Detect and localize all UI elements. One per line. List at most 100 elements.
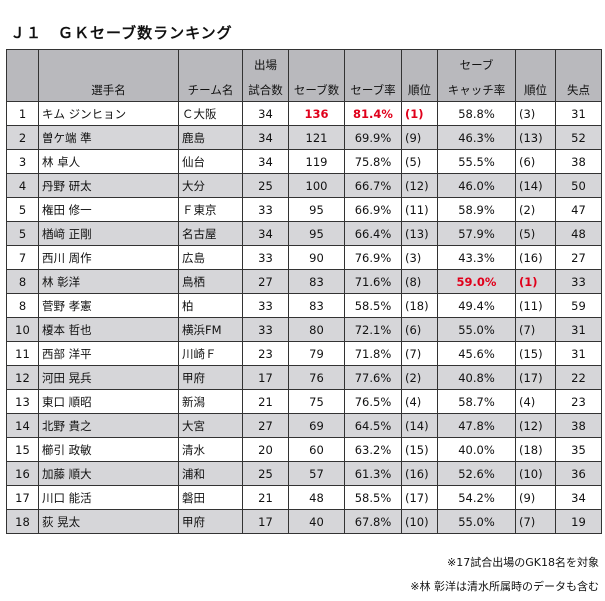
save-rate-cell: 58.5%	[344, 485, 402, 510]
rank-no-cell: 5	[6, 197, 39, 222]
header-goals: 失点	[555, 49, 602, 102]
player-name-cell: 川口 能活	[38, 485, 179, 510]
rank-no-cell: 1	[6, 101, 39, 126]
save-rate-cell: 61.3%	[344, 461, 402, 486]
team-name-cell: Ｃ大阪	[178, 101, 243, 126]
goals-cell: 35	[555, 437, 602, 462]
goals-cell: 31	[555, 317, 602, 342]
team-name-cell: 鳥栖	[178, 269, 243, 294]
table-row: 4 丹野 研太 大分 25 100 66.7% (12) 46.0% (14) 50	[6, 173, 602, 198]
catch-rate-cell: 55.5%	[437, 149, 516, 174]
player-name-cell: 林 彰洋	[38, 269, 179, 294]
save-rank-cell: (9)	[401, 125, 438, 150]
save-rank-cell: (15)	[401, 437, 438, 462]
catch-rate-cell: 46.0%	[437, 173, 516, 198]
saves-cell: 95	[288, 221, 345, 246]
table-row: 7 西川 周作 広島 33 90 76.9% (3) 43.3% (16) 27	[6, 245, 602, 270]
saves-cell: 48	[288, 485, 345, 510]
rank-no-cell: 11	[6, 341, 39, 366]
catch-rate-cell: 40.8%	[437, 365, 516, 390]
saves-cell: 60	[288, 437, 345, 462]
catch-rank-cell: (5)	[515, 221, 556, 246]
goals-cell: 31	[555, 101, 602, 126]
catch-rank-cell: (4)	[515, 389, 556, 414]
header-catch-top: セーブ	[437, 49, 516, 76]
save-rank-cell: (17)	[401, 485, 438, 510]
team-name-cell: Ｆ東京	[178, 197, 243, 222]
rank-no-cell: 3	[6, 149, 39, 174]
save-rate-cell: 58.5%	[344, 293, 402, 318]
player-name-cell: 曽ケ端 準	[38, 125, 179, 150]
catch-rank-cell: (1)	[515, 269, 556, 294]
player-name-cell: 加藤 順大	[38, 461, 179, 486]
matches-cell: 25	[242, 461, 289, 486]
matches-cell: 23	[242, 341, 289, 366]
matches-cell: 34	[242, 125, 289, 150]
saves-cell: 57	[288, 461, 345, 486]
table-row: 5 楢﨑 正剛 名古屋 34 95 66.4% (13) 57.9% (5) 48	[6, 221, 602, 246]
rank-no-cell: 14	[6, 413, 39, 438]
catch-rate-cell: 58.9%	[437, 197, 516, 222]
catch-rate-cell: 46.3%	[437, 125, 516, 150]
ranking-table: 選手名 チーム名 出場 セーブ数 セーブ率 順位 セーブ 順位 失点 試合数 キ…	[6, 49, 602, 534]
matches-cell: 33	[242, 197, 289, 222]
save-rank-cell: (12)	[401, 173, 438, 198]
save-rate-cell: 76.5%	[344, 389, 402, 414]
rank-no-cell: 2	[6, 125, 39, 150]
save-rate-cell: 71.8%	[344, 341, 402, 366]
rank-no-cell: 7	[6, 245, 39, 270]
header-rank1: 順位	[401, 49, 438, 102]
player-name-cell: 北野 貴之	[38, 413, 179, 438]
team-name-cell: 大宮	[178, 413, 243, 438]
saves-cell: 83	[288, 269, 345, 294]
catch-rate-cell: 55.0%	[437, 317, 516, 342]
catch-rate-cell: 57.9%	[437, 221, 516, 246]
table-row: 2 曽ケ端 準鹿島 34 121 69.9% (9) 46.3% (13) 52	[6, 125, 602, 150]
matches-cell: 34	[242, 221, 289, 246]
matches-cell: 17	[242, 509, 289, 534]
header-matches-top: 出場	[242, 49, 289, 76]
catch-rank-cell: (18)	[515, 437, 556, 462]
goals-cell: 38	[555, 413, 602, 438]
catch-rank-cell: (3)	[515, 101, 556, 126]
save-rate-cell: 64.5%	[344, 413, 402, 438]
player-name-cell: 楢﨑 正剛	[38, 221, 179, 246]
matches-cell: 33	[242, 293, 289, 318]
saves-cell: 83	[288, 293, 345, 318]
player-name-cell: 林 卓人	[38, 149, 179, 174]
goals-cell: 47	[555, 197, 602, 222]
catch-rate-cell: 47.8%	[437, 413, 516, 438]
rank-no-cell: 16	[6, 461, 39, 486]
saves-cell: 69	[288, 413, 345, 438]
team-name-cell: 磐田	[178, 485, 243, 510]
goals-cell: 48	[555, 221, 602, 246]
team-name-cell: 川崎Ｆ	[178, 341, 243, 366]
catch-rate-cell: 52.6%	[437, 461, 516, 486]
player-name-cell: 櫛引 政敏	[38, 437, 179, 462]
catch-rate-cell: 54.2%	[437, 485, 516, 510]
header-team: チーム名	[178, 49, 243, 102]
save-rank-cell: (18)	[401, 293, 438, 318]
saves-cell: 40	[288, 509, 345, 534]
catch-rank-cell: (14)	[515, 173, 556, 198]
save-rate-cell: 67.8%	[344, 509, 402, 534]
save-rate-cell: 66.4%	[344, 221, 402, 246]
catch-rank-cell: (17)	[515, 365, 556, 390]
save-rate-cell: 77.6%	[344, 365, 402, 390]
goals-cell: 52	[555, 125, 602, 150]
saves-cell: 76	[288, 365, 345, 390]
header-no	[6, 49, 39, 102]
header-save-rate: セーブ率	[344, 49, 402, 102]
save-rank-cell: (7)	[401, 341, 438, 366]
catch-rank-cell: (6)	[515, 149, 556, 174]
save-rank-cell: (4)	[401, 389, 438, 414]
table-row: 11 西部 洋平 川崎Ｆ 23 79 71.8% (7) 45.6% (15) 31	[6, 341, 602, 366]
catch-rate-cell: 58.7%	[437, 389, 516, 414]
goals-cell: 23	[555, 389, 602, 414]
saves-cell: 136	[288, 101, 345, 126]
rank-no-cell: 8	[6, 269, 39, 294]
catch-rank-cell: (7)	[515, 317, 556, 342]
team-name-cell: 横浜FM	[178, 317, 243, 342]
matches-cell: 21	[242, 389, 289, 414]
save-rate-cell: 63.2%	[344, 437, 402, 462]
